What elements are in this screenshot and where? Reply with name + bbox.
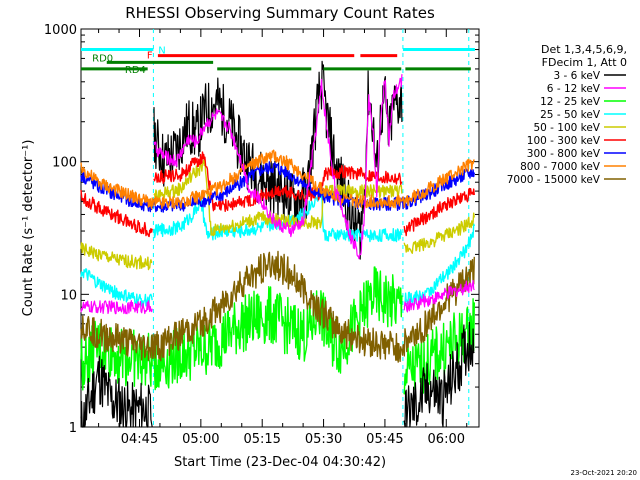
- legend-entry-label: 100 - 300 keV: [527, 135, 601, 147]
- footer-date: 23-Oct-2021 20:20: [571, 469, 637, 477]
- legend-entry-label: 25 - 50 keV: [540, 109, 601, 121]
- legend-entry-label: 50 - 100 keV: [533, 122, 600, 134]
- legend-entry-label: 300 - 800 keV: [527, 148, 601, 160]
- y-axis: 1 10 100 1000: [44, 23, 479, 436]
- legend-header-line-1: Det 1,3,4,5,6,9,: [541, 43, 627, 56]
- legend-entry-label: 6 - 12 keV: [547, 83, 601, 95]
- legend-entry-label: 7000 - 15000 keV: [507, 174, 601, 186]
- series-layer: [80, 60, 475, 428]
- legend-entry-label: 12 - 25 keV: [540, 96, 601, 108]
- y-tick-label: 1000: [44, 23, 77, 38]
- x-tick-label: 05:30: [305, 432, 342, 447]
- y-tick-label: 10: [60, 288, 77, 303]
- chart-title: RHESSI Observing Summary Count Rates: [125, 4, 435, 22]
- legend: Det 1,3,4,5,6,9, FDecim 1, Att 0 3 - 6 k…: [507, 43, 627, 186]
- x-axis: 04:45 05:00 05:15 05:30 05:45 06:00: [98, 29, 468, 447]
- series-line-100-300-kev: [80, 151, 475, 238]
- series-line-50-100-kev: [80, 158, 475, 271]
- y-axis-label: Count Rate (s⁻¹ detector⁻¹): [21, 140, 36, 317]
- plot-frame: [80, 28, 480, 428]
- x-tick-label: 05:00: [182, 432, 219, 447]
- x-tick-label: 06:00: [428, 432, 465, 447]
- x-tick-label: 05:15: [243, 432, 280, 447]
- flag-label-f: F: [147, 51, 153, 62]
- series-line-800-7000-kev: [80, 149, 475, 210]
- series-line-300-800-kev: [80, 161, 475, 213]
- legend-entry-label: 800 - 7000 keV: [520, 161, 601, 173]
- legend-entry-label: 3 - 6 keV: [553, 70, 600, 82]
- flag-label-n: N: [158, 46, 165, 57]
- x-axis-label: Start Time (23-Dec-04 04:30:42): [174, 455, 386, 470]
- flag-label-rd0: RD0: [92, 53, 113, 64]
- series-line-6-12-kev: [80, 74, 475, 315]
- y-tick-label: 1: [69, 421, 77, 436]
- flag-label-rd4: RD4: [125, 65, 146, 76]
- x-tick-label: 04:45: [121, 432, 158, 447]
- flag-layer: NF RD0 RD4: [81, 46, 475, 76]
- x-tick-label: 05:45: [366, 432, 403, 447]
- plot-area: 1 10 100 1000 04:45 05:00 05:15 05:30 05:45 06:0…: [44, 23, 480, 447]
- y-tick-label: 100: [52, 156, 77, 171]
- series-line-7000-15000-kev: [80, 250, 475, 363]
- legend-header-line-2: FDecim 1, Att 0: [542, 56, 627, 69]
